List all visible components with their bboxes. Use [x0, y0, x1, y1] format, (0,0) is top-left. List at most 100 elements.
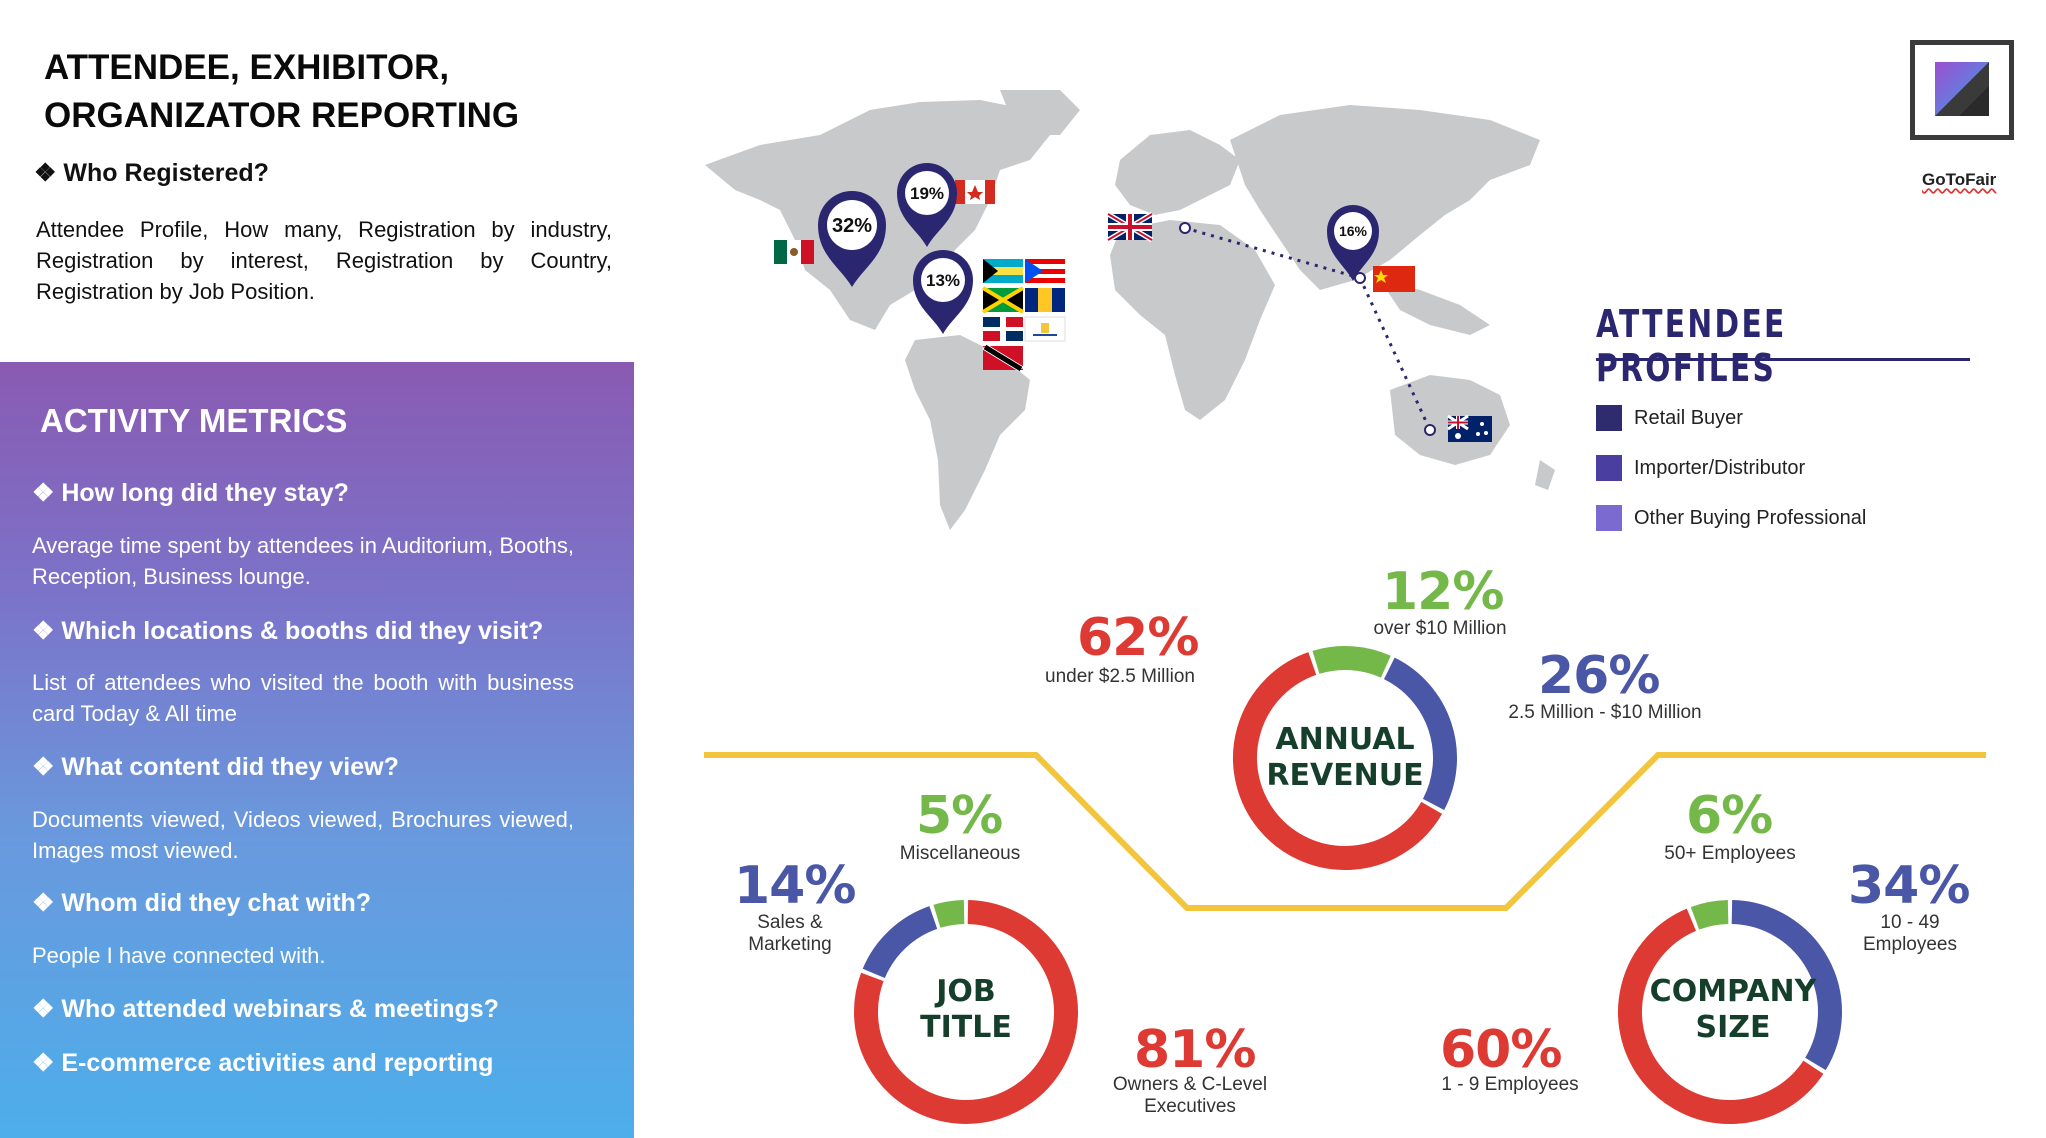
flag-china-icon — [1373, 266, 1415, 292]
pin-label: 13% — [926, 271, 960, 290]
legend-item: Retail Buyer — [1596, 404, 1743, 432]
legend-label: Retail Buyer — [1634, 406, 1743, 429]
title-line-2: ORGANIZATOR REPORTING — [44, 96, 520, 135]
south-america-shape — [905, 335, 1030, 530]
legend-item: Other Buying Professional — [1596, 504, 1866, 532]
logo-text: GoToFair — [1922, 170, 1997, 189]
metric-answer: Average time spent by attendees in Audit… — [32, 533, 574, 589]
europe-shape — [1115, 130, 1240, 215]
map-pin-16: 16% — [1327, 205, 1379, 281]
label-rev-26: 26% — [1538, 646, 1660, 706]
activity-metrics-panel: ACTIVITY METRICS ❖ How long did they sta… — [0, 362, 634, 1138]
flag-virgin-islands-icon — [1024, 316, 1066, 342]
connection-dot — [1179, 222, 1191, 234]
label-job-81-sub: Owners & C-Level Executives — [1090, 1074, 1290, 1118]
center-line: COMPANY — [1649, 974, 1817, 1009]
label-job-5-sub: Miscellaneous — [899, 843, 1021, 864]
label-rev-12: 12% — [1382, 562, 1504, 622]
label-size-34: 34% — [1848, 856, 1970, 916]
map-pin-32: 32% — [818, 191, 886, 287]
donut-center-annual-revenue: ANNUAL REVENUE — [1230, 722, 1460, 794]
label-rev-62-sub: under $2.5 Million — [1045, 666, 1195, 687]
legend-title: ATTENDEE PROFILES — [1596, 302, 1787, 390]
map-pin-19: 19% — [897, 163, 957, 247]
flag-puerto-rico-icon — [1025, 259, 1065, 283]
new-zealand-shape — [1535, 460, 1555, 490]
world-map: 32% 19% 13% 16% — [705, 90, 1555, 530]
greenland-shape — [1000, 90, 1080, 135]
label-job-81: 81% — [1134, 1020, 1256, 1080]
sub-line: Sales & — [757, 912, 823, 933]
sub-line: Executives — [1144, 1096, 1236, 1117]
legend-item: Importer/Distributor — [1596, 454, 1805, 482]
label-size-60-sub: 1 - 9 Employees — [1441, 1074, 1579, 1095]
center-line: REVENUE — [1266, 758, 1424, 793]
label-size-6: 6% — [1686, 786, 1773, 846]
flag-barbados-icon — [1025, 288, 1065, 312]
flag-uk-icon — [1106, 211, 1154, 243]
label-rev-26-sub: 2.5 Million - $10 Million — [1508, 702, 1702, 723]
donut-center-job-title: JOB TITLE — [856, 974, 1076, 1046]
flag-bahamas-icon — [983, 259, 1023, 283]
metric-answer: Documents viewed, Videos viewed, Brochur… — [32, 807, 574, 863]
donut-center-company-size: COMPANY SIZE — [1618, 974, 1848, 1046]
flag-trinidad-icon — [982, 344, 1024, 372]
center-line: JOB — [936, 974, 996, 1009]
legend-swatch — [1596, 455, 1622, 481]
connection-line-china-australia — [1358, 277, 1432, 431]
donut-segment — [933, 900, 965, 928]
metric-question: ❖ E-commerce activities and reporting — [32, 1049, 494, 1077]
southeast-asia-shape — [1380, 280, 1490, 335]
label-size-34-sub: 10 - 49 Employees — [1840, 912, 1980, 956]
label-size-60: 60% — [1440, 1020, 1562, 1080]
label-rev-62: 62% — [1077, 608, 1199, 668]
metric-answer: People I have connected with. — [32, 943, 326, 968]
center-line: TITLE — [920, 1010, 1012, 1045]
map-pin-13: 13% — [913, 250, 973, 334]
label-rev-12-sub: over $10 Million — [1373, 618, 1507, 639]
legend-swatch — [1596, 505, 1622, 531]
flag-australia-icon — [1447, 414, 1492, 442]
metric-question: ❖ Which locations & booths did they visi… — [32, 617, 544, 645]
donut-segment — [1690, 900, 1729, 930]
label-job-14-sub: Sales & Marketing — [720, 912, 860, 956]
pin-label: 16% — [1339, 223, 1368, 239]
donut-segment — [1312, 646, 1391, 678]
who-registered-text: Attendee Profile, How many, Registration… — [36, 217, 612, 304]
connection-dot — [1354, 272, 1366, 284]
gotofair-logo-icon — [1935, 62, 1989, 116]
legend-label: Other Buying Professional — [1634, 506, 1867, 529]
sub-line: Marketing — [748, 934, 832, 955]
title-line-1: ATTENDEE, EXHIBITOR, — [44, 48, 450, 87]
legend-underline — [1596, 358, 1970, 361]
sub-line: 10 - 49 — [1880, 912, 1940, 933]
center-line: SIZE — [1695, 1010, 1771, 1045]
flag-jamaica-icon — [981, 286, 1025, 314]
label-job-5: 5% — [916, 786, 1003, 846]
legend-swatch — [1596, 405, 1622, 431]
metric-question: ❖ How long did they stay? — [32, 479, 349, 507]
logo-frame[interactable] — [1910, 40, 2014, 140]
metric-answer: List of attendees who visited the booth … — [32, 670, 574, 726]
sub-line: Owners & C-Level — [1112, 1074, 1268, 1095]
sub-line: Employees — [1863, 934, 1957, 955]
who-registered-heading: ❖ Who Registered? — [34, 159, 269, 187]
activity-metrics-heading: ACTIVITY METRICS — [40, 402, 348, 439]
pin-label: 32% — [832, 215, 872, 237]
page-title: ATTENDEE, EXHIBITOR, ORGANIZATOR REPORTI… — [44, 44, 644, 140]
pin-label: 19% — [910, 184, 944, 203]
africa-shape — [1110, 220, 1275, 420]
flag-dominican-republic-icon — [983, 317, 1023, 341]
continents — [705, 90, 1555, 530]
metric-question: ❖ Who attended webinars & meetings? — [32, 995, 499, 1023]
legend-label: Importer/Distributor — [1634, 456, 1806, 479]
metric-question: ❖ Whom did they chat with? — [32, 889, 372, 917]
center-line: ANNUAL — [1275, 722, 1415, 757]
asia-shape — [1230, 105, 1540, 290]
connection-dot — [1424, 424, 1436, 436]
connection-line-uk-china — [1184, 226, 1361, 280]
flag-canada-icon — [955, 180, 995, 204]
flag-mexico-icon — [774, 240, 814, 264]
label-size-6-sub: 50+ Employees — [1664, 843, 1796, 864]
label-job-14: 14% — [734, 856, 856, 916]
